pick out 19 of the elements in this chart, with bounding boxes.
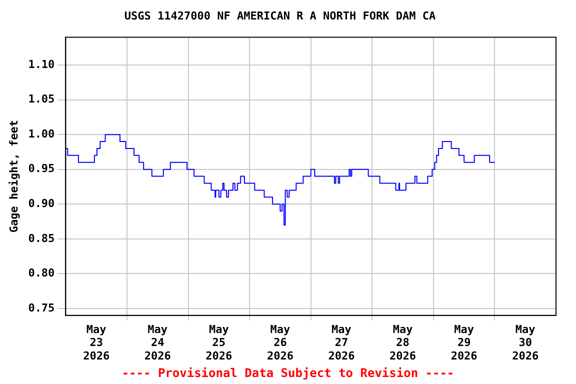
x-tick-label: May 23 2026 — [83, 322, 110, 362]
y-tick-label: 1.10 — [28, 58, 55, 71]
x-tick-label: May 24 2026 — [144, 322, 172, 362]
y-tick-label: 1.00 — [28, 127, 55, 140]
y-tick-label: 0.75 — [28, 301, 55, 314]
x-tick-label: May 25 2026 — [206, 322, 233, 362]
y-axis-title: Gage height, feet — [7, 120, 20, 233]
chart-title: USGS 11427000 NF AMERICAN R A NORTH FORK DAM CA — [124, 9, 436, 22]
x-tick-label: May 26 2026 — [266, 322, 294, 362]
y-tick-label: 1.05 — [28, 92, 55, 106]
x-tick-label: May 30 2026 — [512, 322, 539, 362]
x-tick-label: May 27 2026 — [328, 322, 356, 362]
y-tick-label: 0.90 — [28, 196, 55, 210]
text: ---- Provisional Data Subject to Revision ---- — [120, 366, 456, 382]
y-tick-label: 0.95 — [28, 162, 55, 176]
x-tick-label: May 29 2026 — [450, 322, 478, 362]
y-tick-label: 0.80 — [28, 266, 55, 280]
x-tick-label: May 28 2026 — [390, 322, 416, 362]
y-tick-label: 0.85 — [28, 232, 55, 245]
